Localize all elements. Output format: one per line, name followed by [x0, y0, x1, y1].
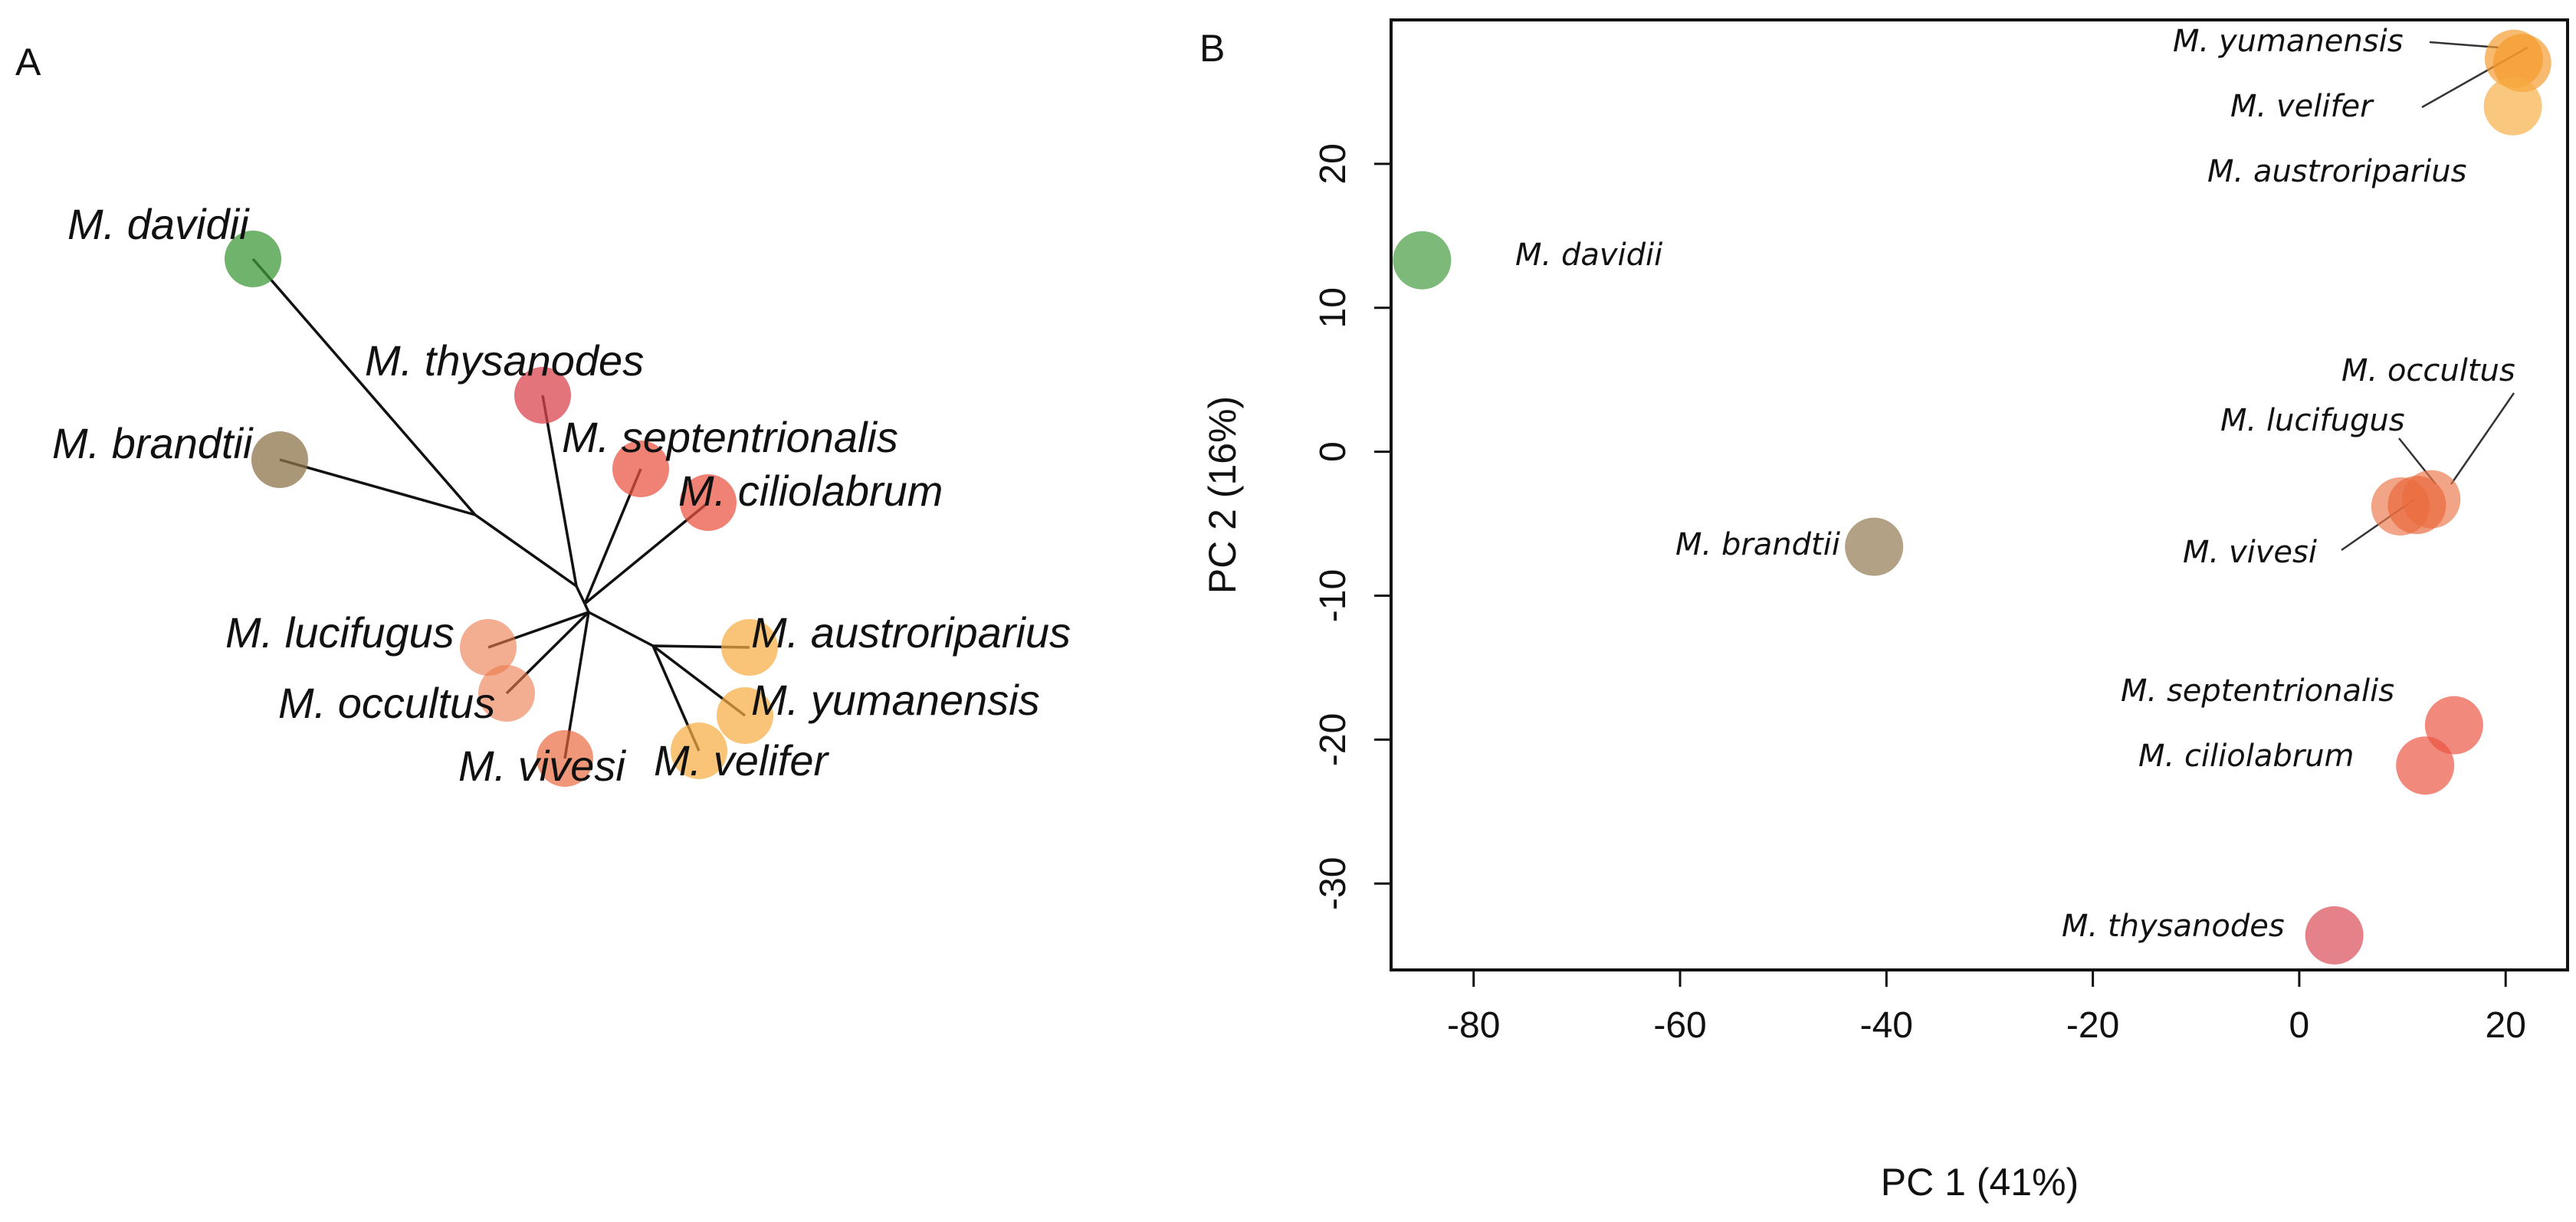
x-tick-label: -80	[1447, 1005, 1500, 1046]
point-label: M. septentrionalis	[2121, 673, 2394, 709]
panel-a-label: A	[15, 41, 41, 84]
tip-label: M. davidii	[67, 200, 250, 248]
tip-label: M. velifer	[654, 736, 829, 785]
tree-edge	[583, 603, 590, 613]
tip-davidii	[225, 231, 281, 287]
tip-label: M. vivesi	[458, 742, 626, 790]
x-tick-label: 0	[2289, 1005, 2310, 1046]
y-tick-label: -20	[1313, 713, 1354, 766]
point-label: M. thysanodes	[2062, 909, 2285, 944]
panel-b: B -80 -60 -40 -20 0 20 -30 -20 -10 0 10 20 PC 1 (4…	[1199, 18, 2569, 1204]
tree-tips	[225, 231, 778, 787]
panel-a: A	[15, 41, 1071, 790]
tree-edge	[279, 458, 476, 516]
point-austroriparius	[2483, 77, 2542, 136]
y-axis-label: PC 2 (16%)	[1201, 396, 1244, 594]
x-tick-label: 20	[2486, 1005, 2526, 1046]
tip-austroriparius	[721, 619, 778, 676]
x-axis-label: PC 1 (41%)	[1881, 1161, 2079, 1204]
point-septentrionalis	[2424, 696, 2483, 755]
point-brandtii	[1845, 517, 1904, 576]
tree-edge	[541, 395, 578, 587]
tip-occultus	[478, 665, 535, 722]
panel-b-label: B	[1199, 27, 1225, 70]
tip-label: M. occultus	[278, 679, 495, 727]
tip-yumanensis	[717, 687, 773, 744]
y-tick-label: -30	[1313, 857, 1354, 910]
point-vivesi	[2387, 476, 2446, 535]
point-ciliolabrum	[2396, 736, 2455, 795]
point-label: M. lucifugus	[2220, 403, 2405, 438]
y-tick-label: 10	[1313, 287, 1354, 328]
tip-label: M. yumanensis	[751, 676, 1040, 724]
point-label: M. yumanensis	[2173, 24, 2404, 59]
tip-velifer	[671, 722, 727, 779]
tip-thysanodes	[514, 367, 571, 424]
tip-ciliolabrum	[680, 474, 737, 531]
y-tick-label: 20	[1313, 143, 1354, 184]
tip-label: M. septentrionalis	[562, 413, 898, 461]
tip-vivesi	[537, 730, 593, 787]
tree-edge	[474, 513, 578, 588]
scatter-points	[1393, 29, 2551, 965]
x-axis: -80 -60 -40 -20 0 20	[1447, 970, 2526, 1046]
point-label: M. occultus	[2341, 353, 2515, 388]
tip-brandtii	[251, 431, 308, 488]
tree-edge	[251, 257, 477, 516]
tree-edge	[588, 611, 654, 647]
y-tick-label: 0	[1313, 441, 1354, 462]
point-label: M. davidii	[1515, 238, 1662, 273]
plot-frame	[1390, 18, 2569, 971]
point-thysanodes	[2305, 906, 2364, 965]
point-label: M. velifer	[2230, 89, 2374, 124]
y-tick-label: -10	[1313, 569, 1354, 622]
x-tick-label: -20	[2066, 1005, 2119, 1046]
tip-label: M. thysanodes	[365, 336, 644, 385]
tip-label: M. brandtii	[52, 419, 254, 467]
y-axis: -30 -20 -10 0 10 20	[1313, 143, 1391, 910]
point-davidii	[1393, 231, 1452, 290]
point-label: M. vivesi	[2183, 535, 2317, 570]
tip-lucifugus	[460, 619, 517, 676]
tree-edge	[575, 585, 586, 604]
point-label: M. brandtii	[1675, 527, 1840, 562]
point-labels: M. davidii M. brandtii M. yumanensis M. …	[1515, 24, 2515, 944]
leader-occultus	[2450, 392, 2515, 485]
point-label: M. ciliolabrum	[2138, 739, 2354, 774]
point-label: M. austroriparius	[2207, 154, 2466, 189]
tip-label: M. austroriparius	[751, 608, 1071, 657]
tip-label: M. lucifugus	[225, 608, 454, 657]
tree-labels: M. davidii M. brandtii M. thysanodes M. …	[52, 200, 1071, 790]
tip-septentrionalis	[612, 441, 669, 497]
x-tick-label: -60	[1653, 1005, 1706, 1046]
leader-yumanensis	[2429, 41, 2499, 49]
x-tick-label: -40	[1860, 1005, 1913, 1046]
tip-label: M. ciliolabrum	[678, 467, 943, 515]
